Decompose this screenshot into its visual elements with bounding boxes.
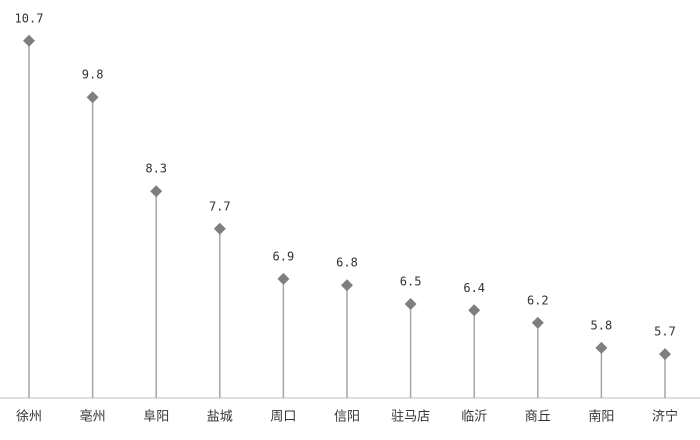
x-tick-label: 济宁	[652, 409, 678, 425]
marker	[23, 34, 35, 47]
marker	[213, 222, 226, 235]
value-label: 6.2	[527, 293, 549, 307]
marker	[277, 272, 290, 285]
marker	[86, 91, 99, 104]
x-tick-label: 盐城	[207, 410, 233, 425]
marker	[341, 279, 353, 292]
marker	[531, 316, 544, 329]
value-label: 5.7	[654, 325, 676, 339]
x-tick-label: 徐州	[16, 410, 42, 425]
marker	[595, 341, 608, 354]
x-tick-label: 信阳	[334, 410, 360, 425]
value-label: 5.8	[591, 318, 613, 332]
x-tick-label: 周口	[270, 410, 296, 425]
marker	[150, 185, 163, 198]
value-label: 6.4	[463, 281, 485, 295]
x-tick-label: 临沂	[461, 410, 487, 425]
marker	[659, 348, 671, 361]
x-tick-label: 阜阳	[143, 409, 169, 425]
marker	[468, 304, 481, 317]
value-label: 7.7	[209, 199, 231, 213]
value-label: 6.5	[400, 275, 422, 289]
x-tick-label: 亳州	[80, 409, 106, 425]
value-label: 6.8	[336, 256, 358, 270]
value-label: 6.9	[273, 249, 295, 263]
value-label: 10.7	[15, 11, 44, 25]
x-tick-label: 驻马店	[391, 410, 430, 425]
x-tick-label: 南阳	[588, 409, 614, 425]
value-label: 8.3	[145, 162, 167, 176]
value-label: 9.8	[82, 68, 104, 82]
x-tick-label: 商丘	[525, 410, 551, 425]
marker	[404, 298, 417, 310]
